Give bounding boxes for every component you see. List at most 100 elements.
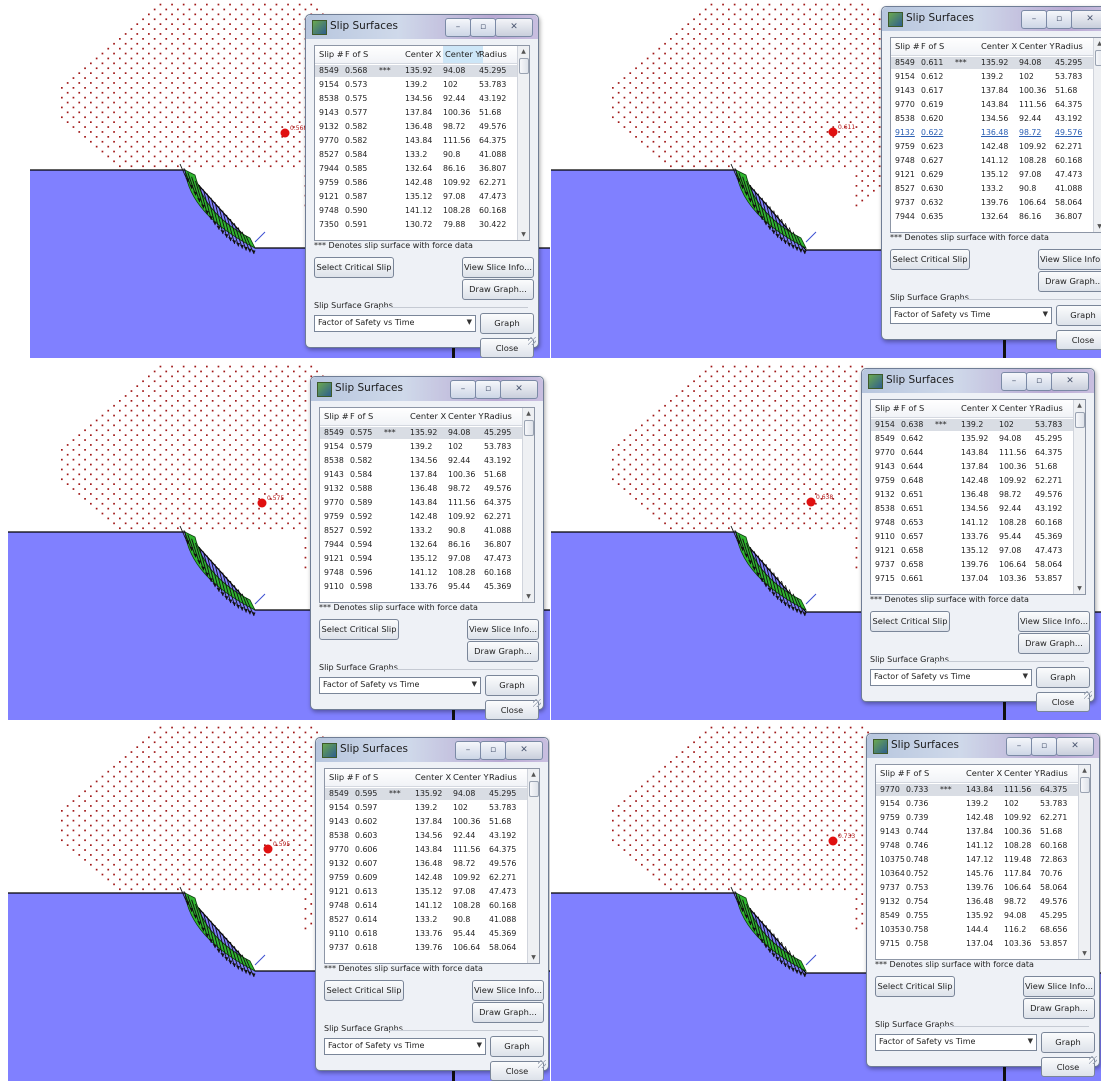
scroll-down-arrow-icon[interactable]: ▼ xyxy=(531,954,536,961)
column-header[interactable]: Slip # xyxy=(329,772,354,782)
scroll-thumb[interactable] xyxy=(519,58,529,74)
column-header[interactable]: Slip # xyxy=(895,41,920,51)
scroll-up-arrow-icon[interactable]: ▲ xyxy=(521,48,526,55)
select-critical-slip-button[interactable]: Select Critical Slip xyxy=(875,976,955,997)
column-header[interactable]: Center X xyxy=(410,411,447,421)
column-header[interactable]: Radius xyxy=(479,49,507,59)
dropdown-arrow-icon[interactable]: ▼ xyxy=(1022,672,1028,680)
dialog-titlebar[interactable]: Slip Surfaces – ▫ ✕ xyxy=(311,377,543,401)
list-scrollbar[interactable]: ▲ ▼ xyxy=(1073,400,1085,594)
view-slice-info-button[interactable]: View Slice Info... xyxy=(1038,249,1101,270)
maximize-button[interactable]: ▫ xyxy=(1026,372,1052,391)
graph-type-select[interactable]: Factor of Safety vs Time ▼ xyxy=(890,307,1052,324)
slip-surface-row[interactable]: 8549 0.568 *** 135.92 94.08 45.295 xyxy=(315,65,517,77)
list-scrollbar[interactable]: ▲ ▼ xyxy=(1078,765,1090,959)
slip-surface-list[interactable]: Slip # F of S Center X Center Y Radius 8549 0.… xyxy=(324,768,540,964)
slip-surface-row[interactable]: 9132 0.607 136.48 98.72 49.576 xyxy=(325,858,527,870)
draw-graph-button[interactable]: Draw Graph... xyxy=(1018,633,1090,654)
slip-surface-row[interactable]: 9154 0.579 139.2 102 53.783 xyxy=(320,441,522,453)
dropdown-arrow-icon[interactable]: ▼ xyxy=(471,680,477,688)
column-header[interactable]: F of S xyxy=(921,41,945,51)
dialog-titlebar[interactable]: Slip Surfaces – ▫ ✕ xyxy=(867,734,1099,758)
view-slice-info-button[interactable]: View Slice Info... xyxy=(462,257,534,278)
window-close-button[interactable]: ✕ xyxy=(1056,737,1094,756)
slip-surface-row[interactable]: 9154 0.612 139.2 102 53.783 xyxy=(891,71,1093,83)
slip-surface-row[interactable]: 9110 0.598 133.76 95.44 45.369 xyxy=(320,581,522,593)
slip-surface-row[interactable]: 9110 0.618 133.76 95.44 45.369 xyxy=(325,928,527,940)
slip-surface-list[interactable]: Slip # F of S Center X Center Y Radius 8549 0.… xyxy=(890,37,1101,233)
column-header[interactable]: Radius xyxy=(1055,41,1083,51)
minimize-button[interactable]: – xyxy=(445,18,471,37)
scroll-thumb[interactable] xyxy=(1095,50,1101,66)
close-button[interactable]: Close xyxy=(1036,692,1090,712)
graph-type-select[interactable]: Factor of Safety vs Time ▼ xyxy=(324,1038,486,1055)
scroll-up-arrow-icon[interactable]: ▲ xyxy=(526,410,531,417)
slip-surface-row[interactable]: 9715 0.661 137.04 103.36 53.857 xyxy=(871,573,1073,585)
slip-surface-row[interactable]: 9759 0.592 142.48 109.92 62.271 xyxy=(320,511,522,523)
slip-surface-row[interactable]: 7944 0.594 132.64 86.16 36.807 xyxy=(320,539,522,551)
slip-surface-row[interactable]: 10364 0.752 145.76 117.84 70.76 xyxy=(876,868,1078,880)
slip-surface-row[interactable]: 8538 0.582 134.56 92.44 43.192 xyxy=(320,455,522,467)
slip-surface-row[interactable]: 9121 0.613 135.12 97.08 47.473 xyxy=(325,886,527,898)
slip-surface-row[interactable]: 9143 0.744 137.84 100.36 51.68 xyxy=(876,826,1078,838)
slip-surface-row[interactable]: 8527 0.614 133.2 90.8 41.088 xyxy=(325,914,527,926)
list-scrollbar[interactable]: ▲ ▼ xyxy=(527,769,539,963)
column-header[interactable]: Center Y xyxy=(1004,768,1040,778)
window-close-button[interactable]: ✕ xyxy=(1071,10,1101,29)
select-critical-slip-button[interactable]: Select Critical Slip xyxy=(319,619,399,640)
column-header[interactable]: F of S xyxy=(350,411,374,421)
slip-surface-list[interactable]: Slip # F of S Center X Center Y Radius 9770 0.… xyxy=(875,764,1091,960)
slip-surface-row[interactable]: 8527 0.592 133.2 90.8 41.088 xyxy=(320,525,522,537)
slip-surface-row[interactable]: 9132 0.651 136.48 98.72 49.576 xyxy=(871,489,1073,501)
slip-surface-row[interactable]: 9748 0.627 141.12 108.28 60.168 xyxy=(891,155,1093,167)
graph-type-select[interactable]: Factor of Safety vs Time ▼ xyxy=(314,315,476,332)
slip-surface-row[interactable]: 9748 0.614 141.12 108.28 60.168 xyxy=(325,900,527,912)
slip-surface-row[interactable]: 9154 0.573 139.2 102 53.783 xyxy=(315,79,517,91)
dropdown-arrow-icon[interactable]: ▼ xyxy=(1042,310,1048,318)
slip-surface-row[interactable]: 9154 0.638 *** 139.2 102 53.783 xyxy=(871,419,1073,431)
slip-surface-row[interactable]: 9748 0.590 141.12 108.28 60.168 xyxy=(315,205,517,217)
select-critical-slip-button[interactable]: Select Critical Slip xyxy=(870,611,950,632)
maximize-button[interactable]: ▫ xyxy=(470,18,496,37)
view-slice-info-button[interactable]: View Slice Info... xyxy=(472,980,544,1001)
column-header[interactable]: Slip # xyxy=(319,49,344,59)
slip-surface-row[interactable]: 9132 0.622 136.48 98.72 49.576 xyxy=(891,127,1093,139)
view-slice-info-button[interactable]: View Slice Info... xyxy=(1018,611,1090,632)
minimize-button[interactable]: – xyxy=(1001,372,1027,391)
slip-surface-row[interactable]: 9715 0.758 137.04 103.36 53.857 xyxy=(876,938,1078,950)
draw-graph-button[interactable]: Draw Graph... xyxy=(462,279,534,300)
draw-graph-button[interactable]: Draw Graph... xyxy=(1023,998,1095,1019)
slip-surface-row[interactable]: 9748 0.746 141.12 108.28 60.168 xyxy=(876,840,1078,852)
slip-surface-row[interactable]: 9737 0.753 139.76 106.64 58.064 xyxy=(876,882,1078,894)
slip-surface-row[interactable]: 9737 0.618 139.76 106.64 58.064 xyxy=(325,942,527,954)
column-header[interactable]: F of S xyxy=(355,772,379,782)
column-header[interactable]: Center Y xyxy=(448,411,484,421)
slip-surface-row[interactable]: 9121 0.658 135.12 97.08 47.473 xyxy=(871,545,1073,557)
slip-surface-row[interactable]: 9770 0.582 143.84 111.56 64.375 xyxy=(315,135,517,147)
slip-surface-row[interactable]: 9143 0.602 137.84 100.36 51.68 xyxy=(325,816,527,828)
slip-surface-row[interactable]: 8549 0.595 *** 135.92 94.08 45.295 xyxy=(325,788,527,800)
close-button[interactable]: Close xyxy=(1041,1057,1095,1077)
close-button[interactable]: Close xyxy=(480,338,534,358)
column-header[interactable]: F of S xyxy=(906,768,930,778)
window-close-button[interactable]: ✕ xyxy=(505,741,543,760)
maximize-button[interactable]: ▫ xyxy=(1031,737,1057,756)
slip-surface-row[interactable]: 8549 0.755 135.92 94.08 45.295 xyxy=(876,910,1078,922)
window-close-button[interactable]: ✕ xyxy=(1051,372,1089,391)
graph-type-select[interactable]: Factor of Safety vs Time ▼ xyxy=(875,1034,1037,1051)
slip-surface-row[interactable]: 8527 0.584 133.2 90.8 41.088 xyxy=(315,149,517,161)
slip-surface-row[interactable]: 9143 0.644 137.84 100.36 51.68 xyxy=(871,461,1073,473)
column-header[interactable]: F of S xyxy=(345,49,369,59)
resize-grip-icon[interactable] xyxy=(538,1060,546,1068)
dropdown-arrow-icon[interactable]: ▼ xyxy=(466,318,472,326)
list-scrollbar[interactable]: ▲ ▼ xyxy=(522,408,534,602)
column-header[interactable]: Center X xyxy=(981,41,1018,51)
dialog-titlebar[interactable]: Slip Surfaces – ▫ ✕ xyxy=(862,369,1094,393)
slip-surface-row[interactable]: 9110 0.657 133.76 95.44 45.369 xyxy=(871,531,1073,543)
column-header[interactable]: Center X xyxy=(415,772,452,782)
column-header[interactable]: Center Y xyxy=(443,46,483,63)
scroll-up-arrow-icon[interactable]: ▲ xyxy=(531,771,536,778)
slip-surface-row[interactable]: 9154 0.597 139.2 102 53.783 xyxy=(325,802,527,814)
select-critical-slip-button[interactable]: Select Critical Slip xyxy=(314,257,394,278)
graph-button[interactable]: Graph xyxy=(1056,305,1101,326)
